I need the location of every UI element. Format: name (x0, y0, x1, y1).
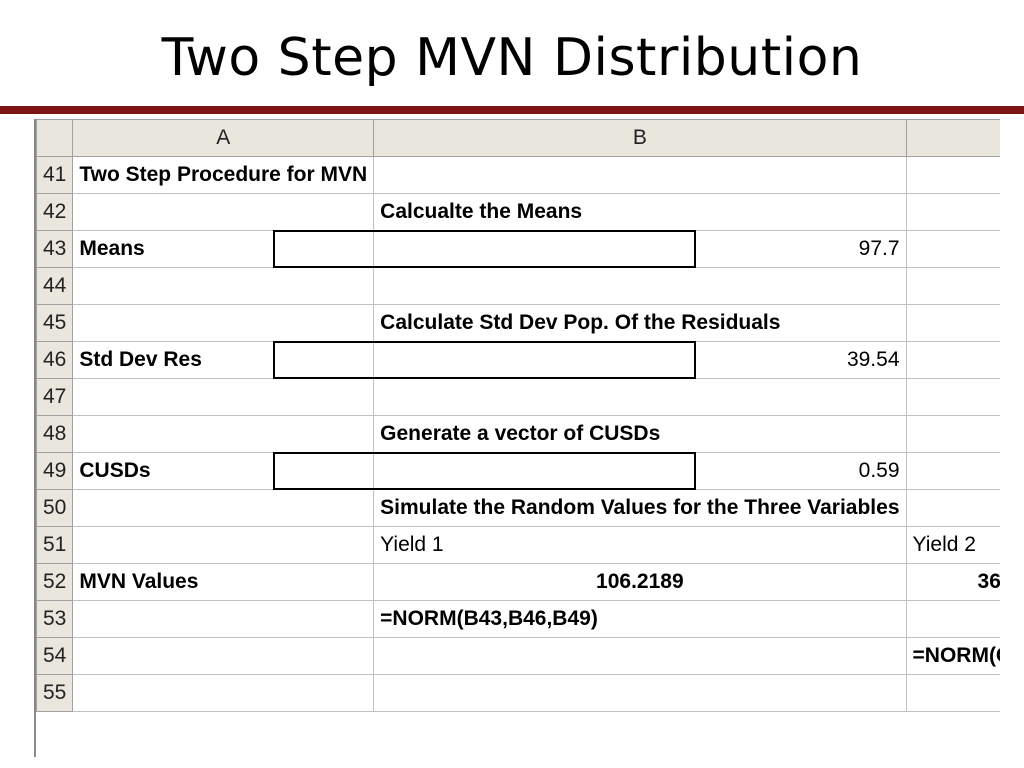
row-header[interactable]: 43 (36, 230, 74, 268)
cell-c51[interactable]: Yield 2 (905, 526, 1000, 564)
table-row: 42 Calcualte the Means (36, 193, 1000, 231)
table-row: 47 (36, 378, 1000, 416)
cell-c45[interactable] (905, 304, 1000, 342)
cell-a43[interactable]: Means (72, 230, 375, 268)
column-header-row: A B C D E F (36, 119, 1000, 157)
cell-c52[interactable]: 36.43247 (905, 563, 1000, 601)
table-row: 48 Generate a vector of CUSDs (36, 415, 1000, 453)
table-row: 41 Two Step Procedure for MVN (36, 156, 1000, 194)
cell-a47[interactable] (72, 378, 375, 416)
row-header[interactable]: 46 (36, 341, 74, 379)
cell-b55[interactable] (373, 674, 907, 712)
table-row: 54 =NORM(C43,C46,C49) (36, 637, 1000, 675)
column-header-b[interactable]: B (373, 119, 907, 157)
table-row: 55=NORM(D43,D46,D49) (36, 674, 1000, 712)
cell-a55[interactable] (72, 674, 375, 712)
select-all-corner[interactable] (36, 119, 74, 157)
cell-c48[interactable] (905, 415, 1000, 453)
column-header-a[interactable]: A (72, 119, 375, 157)
table-row: 50 Simulate the Random Values for the Thr… (36, 489, 1000, 527)
row-header[interactable]: 51 (36, 526, 74, 564)
row-header[interactable]: 44 (36, 267, 74, 305)
cell-a52[interactable]: MVN Values (72, 563, 375, 601)
row-header[interactable]: 42 (36, 193, 74, 231)
cell-b53[interactable]: =NORM(B43,B46,B49) (373, 600, 907, 638)
cell-b43[interactable]: 97.7 (373, 230, 907, 268)
row-header[interactable]: 47 (36, 378, 74, 416)
row-header[interactable]: 53 (36, 600, 74, 638)
slide-title: Two Step MVN Distribution (161, 28, 863, 88)
cell-b49[interactable]: 0.59 (373, 452, 907, 490)
cell-a53[interactable] (72, 600, 375, 638)
column-header-c[interactable]: C (905, 119, 1000, 157)
cell-a41[interactable]: Two Step Procedure for MVN (72, 156, 375, 194)
cell-a46[interactable]: Std Dev Res (72, 341, 375, 379)
cell-a54[interactable] (72, 637, 375, 675)
cell-b51[interactable]: Yield 1 (373, 526, 907, 564)
cell-a44[interactable] (72, 267, 375, 305)
cell-b47[interactable] (373, 378, 907, 416)
table-row: 53 =NORM(B43,B46,B49) (36, 600, 1000, 638)
cell-b50[interactable]: Simulate the Random Values for the Three… (373, 489, 907, 527)
cell-a51[interactable] (72, 526, 375, 564)
cell-c42[interactable] (905, 193, 1000, 231)
cell-b52[interactable]: 106.2189 (373, 563, 907, 601)
cell-c49[interactable]: 0.54 (905, 452, 1000, 490)
cell-c43[interactable]: 35.9 (905, 230, 1000, 268)
row-header[interactable]: 50 (36, 489, 74, 527)
row-header[interactable]: 48 (36, 415, 74, 453)
cell-c54[interactable]: =NORM(C43,C46,C49) (905, 637, 1000, 675)
cell-b46[interactable]: 39.54 (373, 341, 907, 379)
cell-c53[interactable] (905, 600, 1000, 638)
row-header[interactable]: 52 (36, 563, 74, 601)
cell-b41[interactable] (373, 156, 907, 194)
cell-b45[interactable]: Calculate Std Dev Pop. Of the Residuals (373, 304, 907, 342)
cell-b54[interactable] (373, 637, 907, 675)
title-divider (0, 106, 1024, 114)
cell-a50[interactable] (72, 489, 375, 527)
cell-c55[interactable] (905, 674, 1000, 712)
row-header[interactable]: 49 (36, 452, 74, 490)
cell-a48[interactable] (72, 415, 375, 453)
cell-b42[interactable]: Calcualte the Means (373, 193, 907, 231)
cell-a45[interactable] (72, 304, 375, 342)
table-row: 44 (36, 267, 1000, 305)
cell-a49[interactable]: CUSDs (72, 452, 375, 490)
cell-b48[interactable]: Generate a vector of CUSDs (373, 415, 907, 453)
cell-c47[interactable] (905, 378, 1000, 416)
cell-c46[interactable]: 5.79 (905, 341, 1000, 379)
cell-c50[interactable] (905, 489, 1000, 527)
cell-a42[interactable] (72, 193, 375, 231)
cell-b44[interactable] (373, 267, 907, 305)
row-header[interactable]: 41 (36, 156, 74, 194)
row-header[interactable]: 55 (36, 674, 74, 712)
table-row: 45 Calculate Std Dev Pop. Of the Residual… (36, 304, 1000, 342)
cell-c41[interactable] (905, 156, 1000, 194)
cell-c44[interactable] (905, 267, 1000, 305)
row-header[interactable]: 45 (36, 304, 74, 342)
row-header[interactable]: 54 (36, 637, 74, 675)
